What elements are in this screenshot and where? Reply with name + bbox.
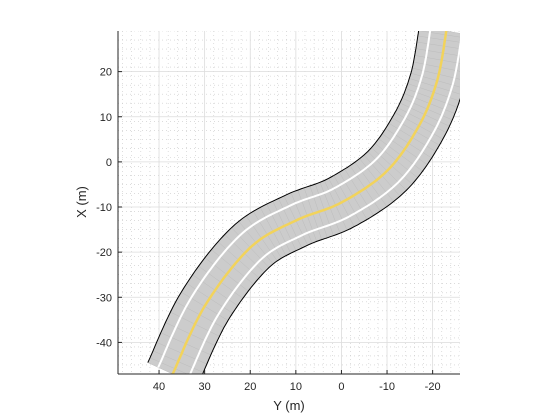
center-marking [171,31,448,374]
y-tick-label: -40 [96,337,112,349]
x-tick-label: 40 [153,381,165,393]
y-tick-label: -10 [96,202,112,214]
road-texture-line [147,362,174,374]
y-axis-label: X (m) [74,186,89,218]
road-edge-right [147,31,420,363]
x-tick-label: 10 [290,381,302,393]
x-tick-label: 30 [199,381,211,393]
x-tick-labels: 40 30 20 10 0 -10 -20 [153,381,441,393]
lane-marking-right [157,31,432,368]
x-tick-label: 0 [338,381,344,393]
road-edge-left [202,97,460,374]
road-surface [147,31,460,374]
road [147,31,460,374]
y-tick-label: -20 [96,247,112,259]
axes [117,31,460,375]
y-tick-label: 10 [100,112,112,124]
x-tick-label: -20 [425,381,441,393]
x-tick-label: -10 [379,381,395,393]
y-tick-label: 20 [100,67,112,79]
y-tick-label: -30 [96,292,112,304]
y-tick-labels: 20 10 0 -10 -20 -30 -40 [96,67,112,350]
lane-marking-left [189,40,460,374]
y-tick-label: 0 [106,157,112,169]
x-tick-label: 20 [244,381,256,393]
x-axis-label: Y (m) [273,398,305,413]
